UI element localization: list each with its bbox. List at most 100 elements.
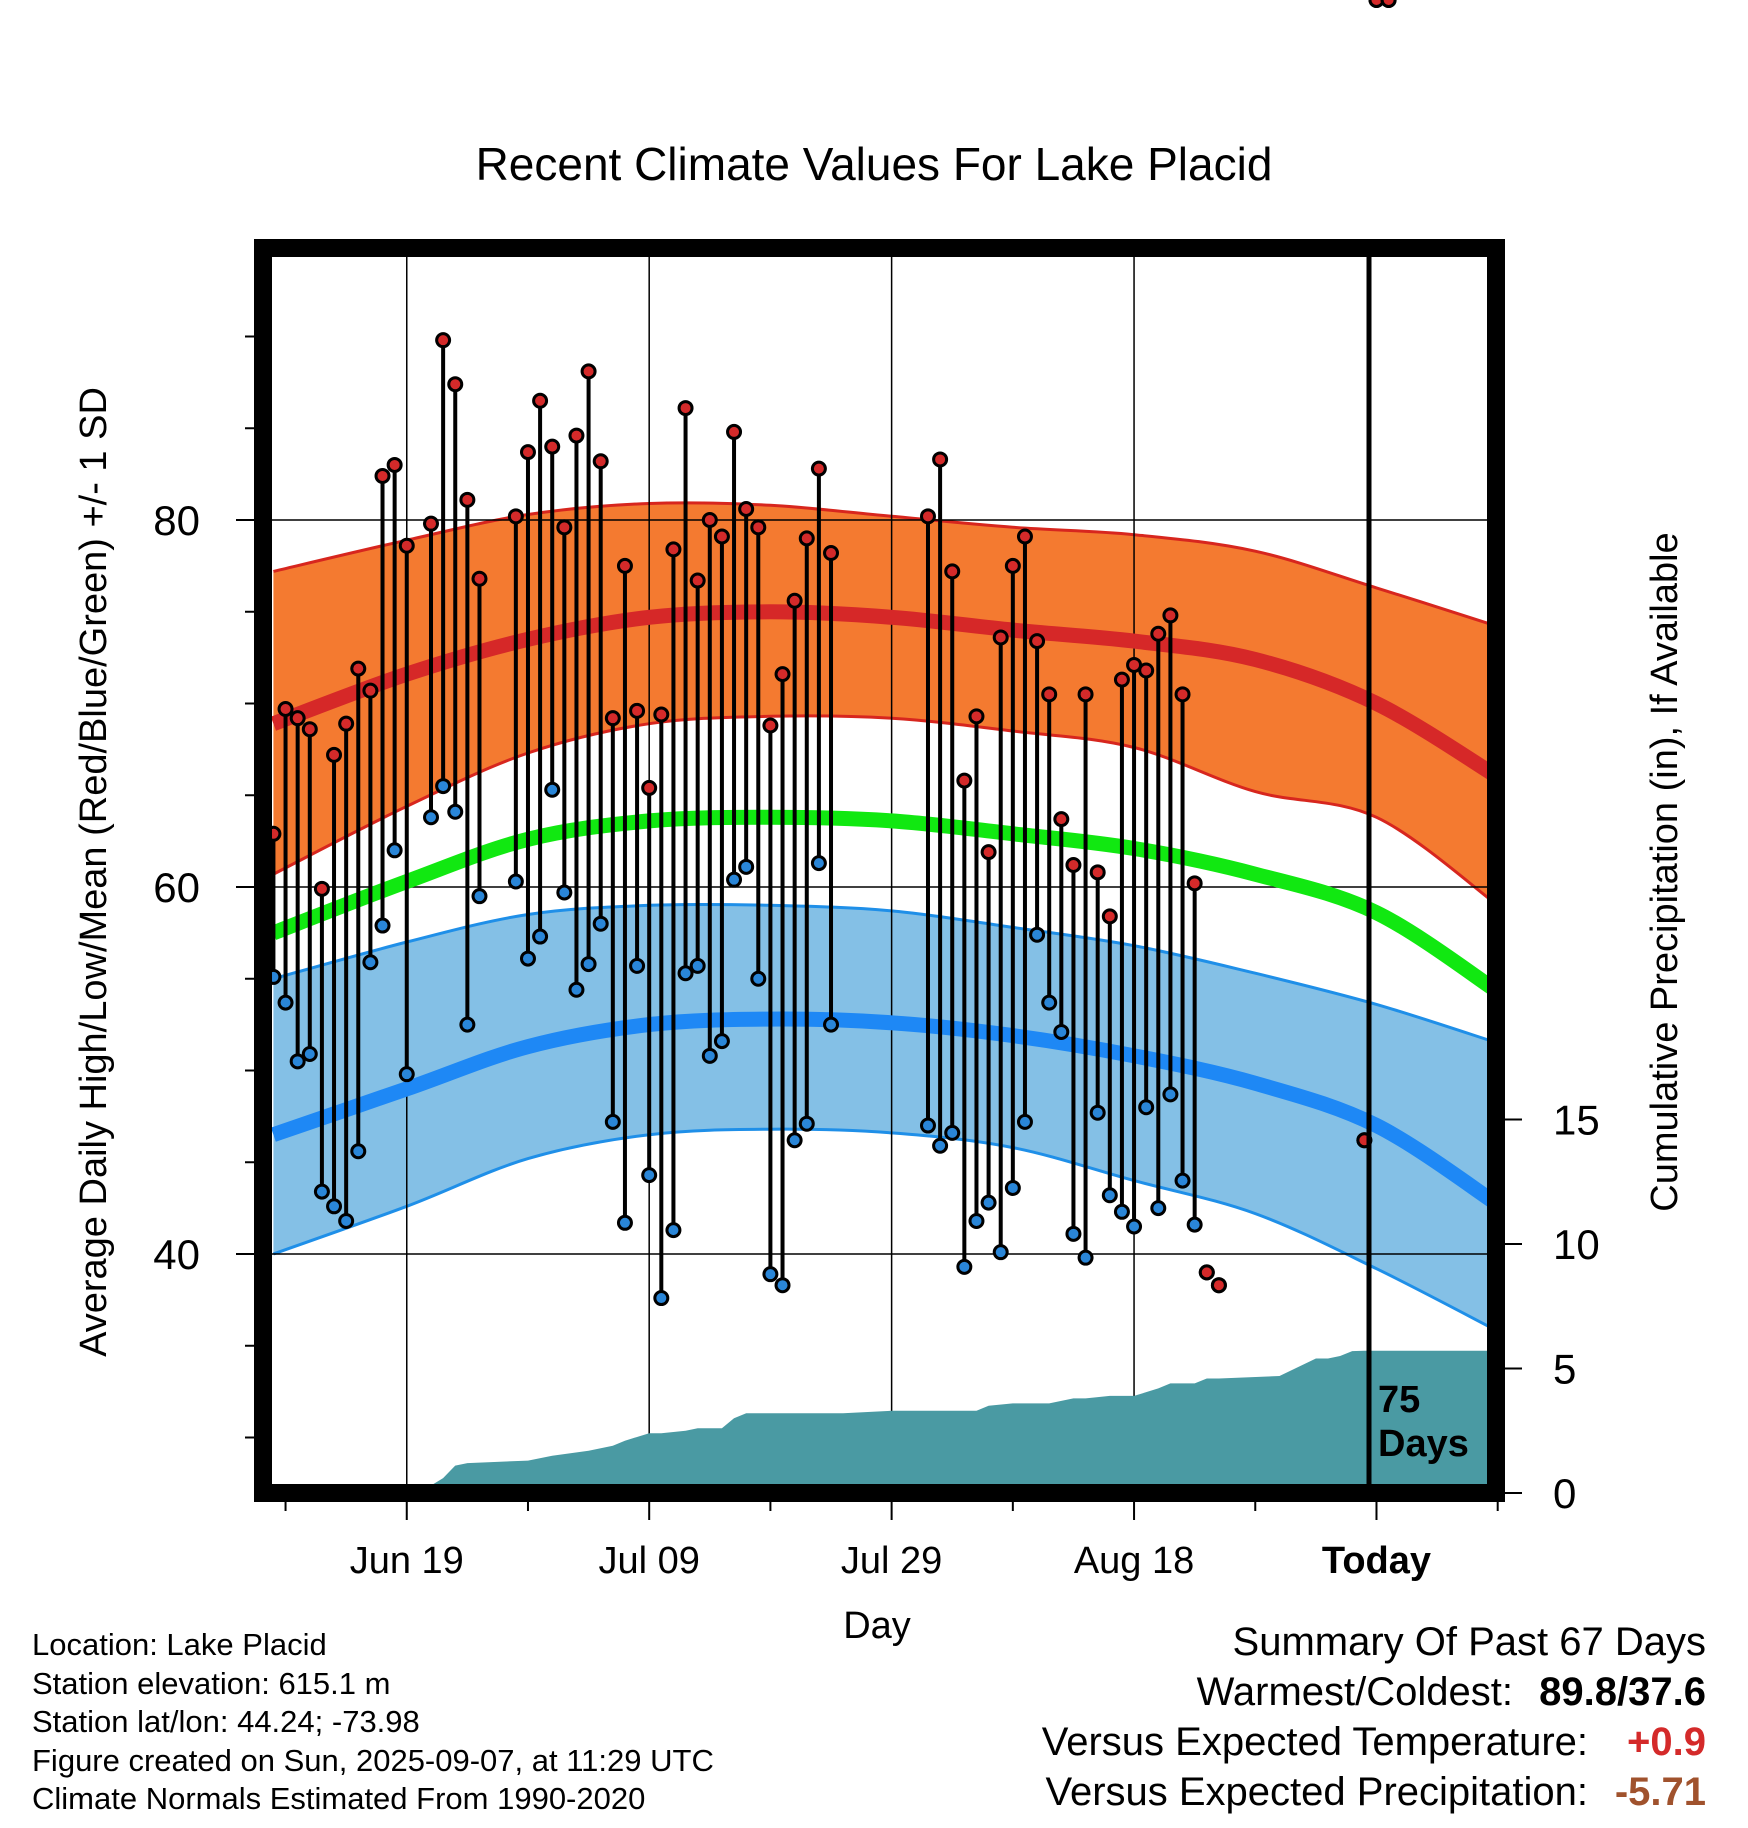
obs-low-point	[762, 1266, 779, 1283]
obs-high-point	[1029, 633, 1046, 650]
y2-tick-label: 15	[1553, 1097, 1600, 1144]
obs-high-point	[447, 376, 464, 393]
obs-low-point	[1174, 1172, 1191, 1189]
obs-high-point	[1016, 528, 1033, 545]
obs-low-point	[629, 957, 646, 974]
obs-low-point	[459, 1016, 476, 1033]
axes: 40 60 80 0 5 10 15 Jun 19 Jul 09 Jul 29 Aug 18 Toda…	[153, 335, 1600, 1582]
low-normal-line	[270, 1011, 1502, 1211]
x-axis-label: Day	[843, 1605, 911, 1647]
obs-high-point	[1077, 686, 1094, 703]
obs-high-point	[1186, 875, 1203, 892]
obs-low-point	[774, 1277, 791, 1294]
precip-value: -5.71	[1614, 1770, 1706, 1814]
obs-low-point	[313, 1183, 330, 1200]
plot-area: 75 Days	[265, 0, 1502, 1493]
obs-high-point	[1198, 1264, 1215, 1281]
info-location: Location: Lake Placid	[32, 1627, 327, 1662]
obs-high-point	[350, 660, 367, 677]
obs-low-point	[338, 1212, 355, 1229]
warmest-coldest-value: 89.8/37.6	[1539, 1670, 1706, 1714]
obs-high-point	[471, 570, 488, 587]
obs-low-point	[1077, 1249, 1094, 1266]
obs-high-point	[944, 563, 961, 580]
obs-high-point	[459, 491, 476, 508]
obs-high-point	[774, 666, 791, 683]
obs-low-point	[556, 884, 573, 901]
obs-low-point	[301, 1045, 318, 1062]
normal-mean-lines	[270, 604, 1502, 1211]
obs-high-point	[689, 572, 706, 589]
y-tick-label: 40	[153, 1231, 200, 1278]
obs-high-point	[1065, 856, 1082, 873]
obs-low-point	[386, 842, 403, 859]
obs-low-point	[1065, 1225, 1082, 1242]
y-tick-label: 80	[153, 497, 200, 544]
obs-high-point	[629, 702, 646, 719]
obs-low-point	[568, 981, 585, 998]
obs-high-point	[507, 508, 524, 525]
obs-high-point	[289, 710, 306, 727]
obs-high-point	[1113, 671, 1130, 688]
today-days-count: 75	[1378, 1379, 1420, 1421]
obs-high-point	[1162, 607, 1179, 624]
y2-tick-label: 0	[1553, 1470, 1576, 1517]
obs-low-point	[580, 956, 597, 973]
obs-low-point	[665, 1222, 682, 1239]
obs-low-point	[423, 809, 440, 826]
station-info: Location: Lake Placid Station elevation:…	[32, 1626, 714, 1819]
obs-low-point	[447, 803, 464, 820]
precipitation-area	[406, 1350, 1488, 1493]
obs-low-point	[1138, 1099, 1155, 1116]
obs-low-point	[1101, 1187, 1118, 1204]
obs-low-point	[1041, 994, 1058, 1011]
summary-panel: Summary Of Past 67 Days Warmest/Coldest:…	[1042, 1617, 1706, 1817]
observations	[265, 0, 1397, 1307]
obs-low-point	[726, 871, 743, 888]
obs-high-point	[592, 453, 609, 470]
obs-high-point	[641, 779, 658, 796]
obs-high-point	[604, 710, 621, 727]
precip-label: Versus Expected Precipitation:	[1045, 1770, 1588, 1814]
obs-high-point	[1174, 686, 1191, 703]
obs-low-point	[932, 1137, 949, 1154]
low-normal-band	[273, 904, 1498, 1332]
obs-low-point	[616, 1214, 633, 1231]
obs-low-point	[1004, 1179, 1021, 1196]
obs-low-point	[362, 954, 379, 971]
obs-low-point	[435, 778, 452, 795]
obs-low-point	[277, 994, 294, 1011]
obs-high-point	[726, 423, 743, 440]
obs-low-point	[980, 1194, 997, 1211]
summary-title: Summary Of Past 67 Days	[1232, 1620, 1706, 1664]
obs-high-point	[810, 460, 827, 477]
y-axis-label: Average Daily High/Low/Mean (Red/Blue/Gr…	[73, 387, 115, 1357]
y2-axis-label: Cumulative Precipitation (in), If Availa…	[1644, 532, 1686, 1211]
precipitation-fill	[406, 1350, 1488, 1493]
obs-high-point	[1150, 625, 1167, 642]
y-tick-label: 60	[153, 864, 200, 911]
obs-high-point	[1101, 908, 1118, 925]
obs-low-point	[653, 1290, 670, 1307]
obs-low-point	[1016, 1113, 1033, 1130]
obs-high-point	[750, 519, 767, 536]
obs-high-point	[386, 456, 403, 473]
obs-high-point	[823, 545, 840, 562]
obs-low-point	[1053, 1023, 1070, 1040]
x-tick-label: Jul 09	[598, 1540, 699, 1582]
obs-high-point	[992, 629, 1009, 646]
info-normals: Climate Normals Estimated From 1990-2020	[32, 1781, 646, 1816]
warmest-coldest-label: Warmest/Coldest:	[1196, 1670, 1513, 1714]
obs-low-point	[1150, 1200, 1167, 1217]
obs-high-point	[919, 508, 936, 525]
obs-high-point	[362, 682, 379, 699]
obs-high-point	[1053, 811, 1070, 828]
obs-low-point	[956, 1258, 973, 1275]
obs-high-point	[968, 708, 985, 725]
obs-high-point	[1380, 0, 1397, 8]
obs-low-point	[786, 1132, 803, 1149]
obs-low-point	[1113, 1203, 1130, 1220]
mean-normal-line	[270, 809, 1502, 998]
obs-low-point	[544, 781, 561, 798]
obs-low-point	[398, 1066, 415, 1083]
